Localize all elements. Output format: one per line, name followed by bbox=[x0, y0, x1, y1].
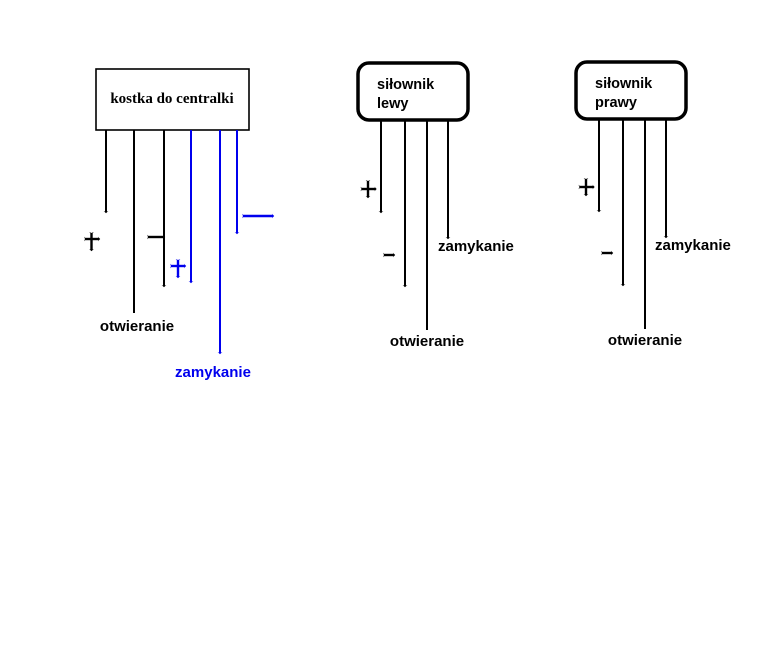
svg-text:prawy: prawy bbox=[595, 95, 637, 111]
svg-text:siłownik: siłownik bbox=[595, 76, 653, 92]
svg-text:kostka do centralki: kostka do centralki bbox=[110, 91, 233, 107]
svg-text:otwieranie: otwieranie bbox=[100, 318, 174, 335]
svg-text:zamykanie: zamykanie bbox=[655, 237, 731, 254]
svg-text:otwieranie: otwieranie bbox=[608, 332, 682, 349]
svg-text:otwieranie: otwieranie bbox=[390, 333, 464, 350]
svg-text:zamykanie: zamykanie bbox=[438, 238, 514, 255]
svg-text:lewy: lewy bbox=[377, 96, 408, 112]
svg-text:zamykanie: zamykanie bbox=[175, 364, 251, 381]
svg-text:siłownik: siłownik bbox=[377, 77, 435, 93]
